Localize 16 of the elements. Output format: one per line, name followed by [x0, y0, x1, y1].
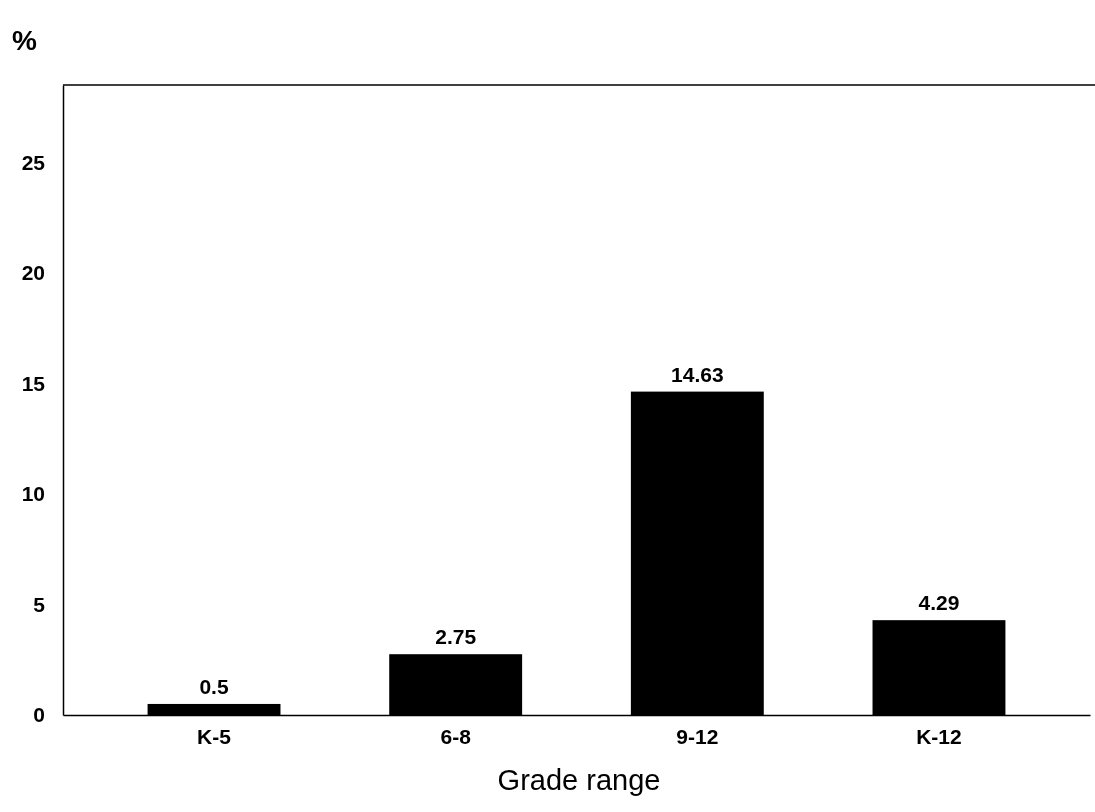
data-label: 0.5 — [199, 674, 229, 698]
y-tick-label: 20 — [21, 261, 45, 285]
x-tick-label: 6-8 — [440, 724, 472, 748]
x-tick-label: K-12 — [916, 724, 962, 748]
data-label: 14.63 — [671, 362, 724, 386]
x-axis-title: Grade range — [497, 764, 661, 796]
y-tick-label: 25 — [21, 150, 46, 174]
x-tick-label: 9-12 — [676, 724, 719, 748]
y-tick-label: 5 — [33, 592, 46, 616]
y-tick-label: 10 — [21, 482, 45, 506]
y-tick-label: 15 — [21, 371, 46, 395]
y-tick-label: 0 — [33, 703, 45, 727]
data-label: 4.29 — [918, 591, 960, 615]
x-tick-label: K-5 — [197, 724, 232, 748]
data-label: 2.75 — [435, 625, 477, 649]
y-axis-title: % — [12, 25, 37, 56]
